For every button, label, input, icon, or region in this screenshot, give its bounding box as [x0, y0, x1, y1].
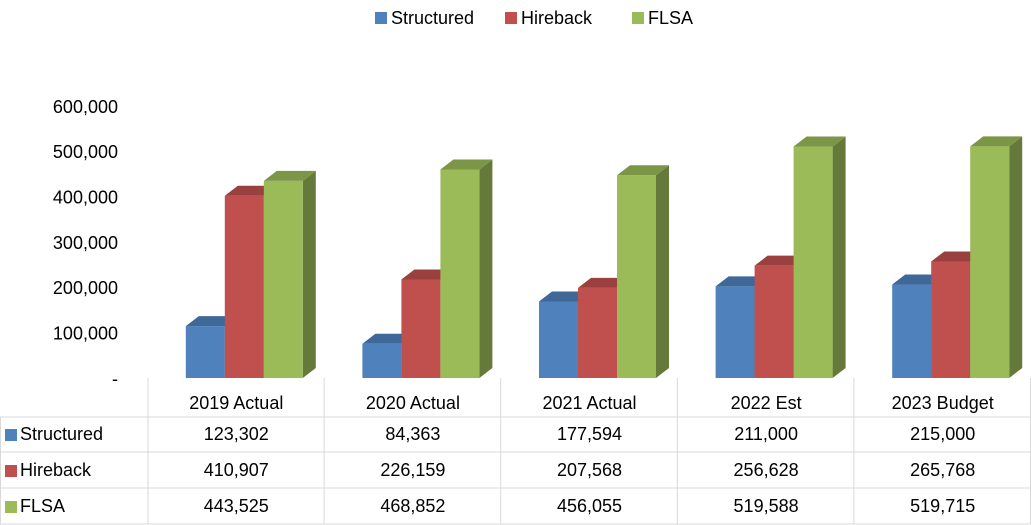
table-swatch	[5, 465, 17, 477]
x-tick-label: 2022 Est	[731, 393, 802, 413]
y-tick-label: 300,000	[53, 233, 118, 253]
bar-side	[832, 136, 846, 378]
bar-side	[479, 159, 493, 378]
table-cell: 211,000	[734, 424, 798, 444]
legend-label: Structured	[391, 8, 474, 28]
table-cell: 123,302	[204, 424, 269, 444]
table-swatch	[5, 501, 17, 513]
table-cell: 519,588	[734, 496, 799, 516]
table-series-label: Structured	[20, 424, 103, 444]
table-cell: 265,768	[910, 460, 975, 480]
table-cell: 410,907	[204, 460, 269, 480]
bar	[754, 265, 794, 378]
table-cell: 468,852	[380, 496, 445, 516]
table-series-label: Hireback	[20, 460, 92, 480]
table-cell: 443,525	[204, 496, 269, 516]
bar-top	[617, 165, 669, 176]
bar	[263, 180, 303, 378]
bar-top	[970, 136, 1023, 147]
table-cell: 519,715	[910, 496, 975, 516]
table-series-label: FLSA	[20, 496, 65, 516]
bar	[440, 169, 480, 378]
bar	[892, 284, 932, 378]
bar	[931, 261, 971, 378]
x-tick-label: 2023 Budget	[892, 393, 994, 413]
table-cell: 226,159	[380, 460, 445, 480]
y-tick-label: 100,000	[53, 323, 118, 343]
bar-top	[793, 136, 846, 147]
legend-swatch	[505, 12, 517, 24]
bar	[185, 326, 225, 378]
x-tick-label: 2019 Actual	[189, 393, 283, 413]
bar	[617, 175, 656, 378]
table-cell: 215,000	[910, 424, 975, 444]
bar	[362, 343, 402, 378]
bar-top	[440, 159, 493, 170]
legend-label: Hireback	[521, 8, 593, 28]
y-tick-label: -	[112, 369, 118, 389]
y-tick-label: 600,000	[53, 97, 118, 117]
legend-swatch	[375, 12, 387, 24]
x-tick-label: 2021 Actual	[542, 393, 636, 413]
bar-side	[302, 170, 316, 378]
bar-top	[263, 170, 316, 181]
bar	[578, 287, 617, 378]
table-cell: 84,363	[385, 424, 440, 444]
bar	[793, 146, 833, 378]
table-cell: 207,568	[557, 460, 622, 480]
legend-swatch	[632, 12, 644, 24]
table-swatch	[5, 429, 17, 441]
bar	[539, 301, 578, 378]
table-cell: 177,594	[557, 424, 622, 444]
y-tick-label: 400,000	[53, 187, 118, 207]
bar	[224, 195, 264, 378]
x-tick-label: 2020 Actual	[366, 393, 460, 413]
bar	[970, 146, 1010, 378]
y-tick-label: 200,000	[53, 278, 118, 298]
bar	[715, 286, 755, 378]
bar	[401, 279, 441, 378]
y-tick-label: 500,000	[53, 142, 118, 162]
bar-side	[1009, 136, 1023, 378]
table-cell: 456,055	[557, 496, 622, 516]
bar-side	[656, 165, 669, 378]
table-cell: 256,628	[734, 460, 799, 480]
legend-label: FLSA	[648, 8, 693, 28]
